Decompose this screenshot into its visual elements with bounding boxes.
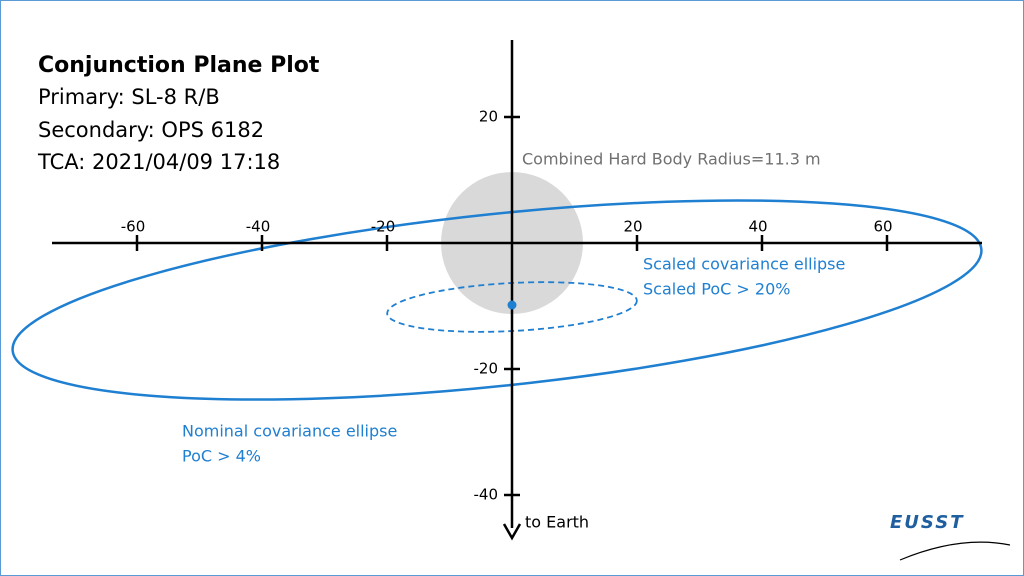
y-tick-label: 20 bbox=[479, 108, 498, 126]
title: Conjunction Plane Plot bbox=[38, 53, 320, 78]
earth-label: to Earth bbox=[525, 513, 589, 532]
x-tick-label: 40 bbox=[748, 218, 767, 236]
scaled-label: Scaled PoC > 20% bbox=[643, 280, 790, 299]
nominal-label: Nominal covariance ellipse bbox=[182, 422, 397, 441]
scaled-ellipse bbox=[386, 281, 638, 333]
earth-arrow bbox=[502, 523, 522, 541]
y-tick-label: -20 bbox=[474, 360, 499, 378]
x-tick-label: -60 bbox=[121, 218, 146, 236]
logo: EUSST bbox=[890, 512, 964, 533]
y-tick-label: -40 bbox=[474, 486, 499, 504]
nominal-ellipse bbox=[11, 199, 983, 401]
ticks: -60 -40 -20 20 40 60 20 -20 -40 bbox=[121, 108, 893, 504]
info-line: Primary: SL-8 R/B bbox=[38, 85, 220, 109]
x-tick-label: 60 bbox=[873, 218, 892, 236]
info-line: Secondary: OPS 6182 bbox=[38, 118, 264, 142]
nominal-label: PoC > 4% bbox=[182, 447, 261, 466]
info-line: TCA: 2021/04/09 17:18 bbox=[37, 150, 280, 174]
x-tick-label: 20 bbox=[623, 218, 642, 236]
x-tick-label: -20 bbox=[371, 218, 396, 236]
x-tick-label: -40 bbox=[246, 218, 271, 236]
hard-body-label: Combined Hard Body Radius=11.3 m bbox=[522, 150, 821, 169]
scaled-label: Scaled covariance ellipse bbox=[643, 255, 845, 274]
logo-swoosh bbox=[899, 541, 1011, 561]
secondary-point bbox=[507, 300, 517, 310]
